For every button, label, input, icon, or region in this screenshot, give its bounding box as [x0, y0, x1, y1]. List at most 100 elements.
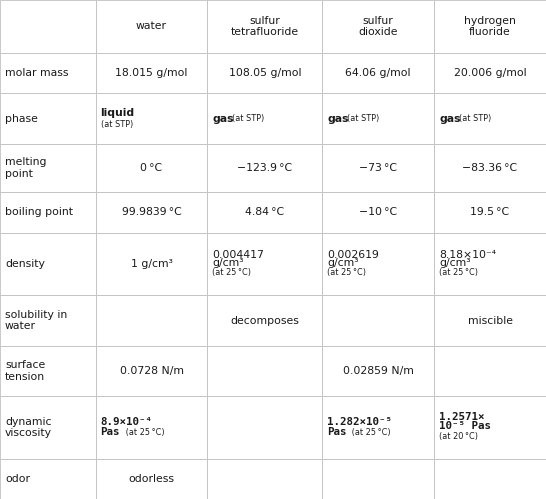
Text: density: density: [5, 259, 45, 269]
Text: g/cm³: g/cm³: [327, 258, 359, 268]
Text: Pas: Pas: [327, 427, 347, 437]
Text: 4.84 °C: 4.84 °C: [245, 208, 284, 218]
Bar: [96, 93, 207, 144]
Text: surface
tension: surface tension: [5, 360, 45, 382]
Bar: [434, 459, 546, 499]
Text: 0 °C: 0 °C: [140, 163, 163, 173]
Text: 0.0728 N/m: 0.0728 N/m: [120, 366, 183, 376]
Bar: [207, 0, 322, 53]
Bar: [207, 53, 322, 93]
Text: hydrogen
fluoride: hydrogen fluoride: [464, 15, 516, 37]
Bar: [96, 396, 207, 459]
Bar: [0, 346, 96, 396]
Text: 8.18×10⁻⁴: 8.18×10⁻⁴: [439, 250, 496, 260]
Bar: [434, 93, 546, 144]
Bar: [96, 0, 207, 53]
Text: molar mass: molar mass: [5, 68, 68, 78]
Text: sulfur
dioxide: sulfur dioxide: [358, 15, 398, 37]
Bar: [434, 233, 546, 295]
Bar: [0, 459, 96, 499]
Text: liquid: liquid: [100, 108, 135, 118]
Text: (at STP): (at STP): [233, 114, 265, 123]
Text: phase: phase: [5, 114, 38, 124]
Bar: [434, 346, 546, 396]
Text: odorless: odorless: [128, 474, 175, 484]
Text: 99.9839 °C: 99.9839 °C: [122, 208, 181, 218]
Bar: [96, 233, 207, 295]
Text: 10⁻⁵ Pas: 10⁻⁵ Pas: [439, 421, 491, 431]
Text: decomposes: decomposes: [230, 316, 299, 326]
Bar: [207, 233, 322, 295]
Bar: [207, 346, 322, 396]
Text: odor: odor: [5, 474, 30, 484]
Bar: [96, 295, 207, 346]
Bar: [0, 0, 96, 53]
Text: 20.006 g/mol: 20.006 g/mol: [454, 68, 526, 78]
Bar: [434, 144, 546, 192]
Text: gas: gas: [439, 114, 461, 124]
Bar: [207, 144, 322, 192]
Bar: [322, 53, 434, 93]
Bar: [207, 93, 322, 144]
Text: 0.004417: 0.004417: [212, 250, 264, 260]
Bar: [322, 295, 434, 346]
Text: boiling point: boiling point: [5, 208, 73, 218]
Text: (at 25 °C): (at 25 °C): [122, 428, 164, 437]
Text: (at 20 °C): (at 20 °C): [439, 432, 478, 441]
Text: water: water: [136, 21, 167, 31]
Bar: [207, 459, 322, 499]
Bar: [96, 144, 207, 192]
Bar: [434, 0, 546, 53]
Bar: [322, 233, 434, 295]
Bar: [434, 192, 546, 233]
Text: 1.282×10⁻⁵: 1.282×10⁻⁵: [327, 417, 392, 427]
Text: (at 25 °C): (at 25 °C): [349, 428, 391, 437]
Bar: [96, 459, 207, 499]
Bar: [0, 396, 96, 459]
Bar: [322, 192, 434, 233]
Text: (at 25 °C): (at 25 °C): [439, 268, 478, 277]
Text: (at STP): (at STP): [347, 114, 379, 123]
Bar: [0, 295, 96, 346]
Bar: [207, 192, 322, 233]
Text: Pas: Pas: [100, 427, 120, 437]
Bar: [322, 93, 434, 144]
Text: 19.5 °C: 19.5 °C: [471, 208, 509, 218]
Bar: [0, 192, 96, 233]
Bar: [322, 346, 434, 396]
Text: 18.015 g/mol: 18.015 g/mol: [115, 68, 188, 78]
Text: (at STP): (at STP): [459, 114, 491, 123]
Bar: [322, 459, 434, 499]
Bar: [96, 346, 207, 396]
Bar: [434, 53, 546, 93]
Text: 1 g/cm³: 1 g/cm³: [130, 259, 173, 269]
Text: solubility in
water: solubility in water: [5, 310, 67, 331]
Bar: [0, 93, 96, 144]
Bar: [96, 53, 207, 93]
Text: 1.2571×: 1.2571×: [439, 412, 484, 422]
Bar: [96, 192, 207, 233]
Text: (at STP): (at STP): [100, 120, 133, 129]
Bar: [0, 233, 96, 295]
Bar: [0, 53, 96, 93]
Text: −10 °C: −10 °C: [359, 208, 397, 218]
Text: 8.9×10⁻⁴: 8.9×10⁻⁴: [100, 417, 152, 427]
Text: melting
point: melting point: [5, 158, 46, 179]
Bar: [434, 295, 546, 346]
Text: g/cm³: g/cm³: [212, 258, 244, 268]
Bar: [322, 144, 434, 192]
Bar: [207, 396, 322, 459]
Text: dynamic
viscosity: dynamic viscosity: [5, 417, 52, 438]
Text: (at 25 °C): (at 25 °C): [327, 268, 366, 277]
Text: 0.002619: 0.002619: [327, 250, 379, 260]
Text: 0.02859 N/m: 0.02859 N/m: [343, 366, 413, 376]
Bar: [322, 396, 434, 459]
Bar: [322, 0, 434, 53]
Text: miscible: miscible: [467, 316, 513, 326]
Text: −123.9 °C: −123.9 °C: [238, 163, 292, 173]
Text: gas: gas: [327, 114, 349, 124]
Bar: [0, 144, 96, 192]
Text: sulfur
tetrafluoride: sulfur tetrafluoride: [231, 15, 299, 37]
Text: 64.06 g/mol: 64.06 g/mol: [346, 68, 411, 78]
Bar: [434, 396, 546, 459]
